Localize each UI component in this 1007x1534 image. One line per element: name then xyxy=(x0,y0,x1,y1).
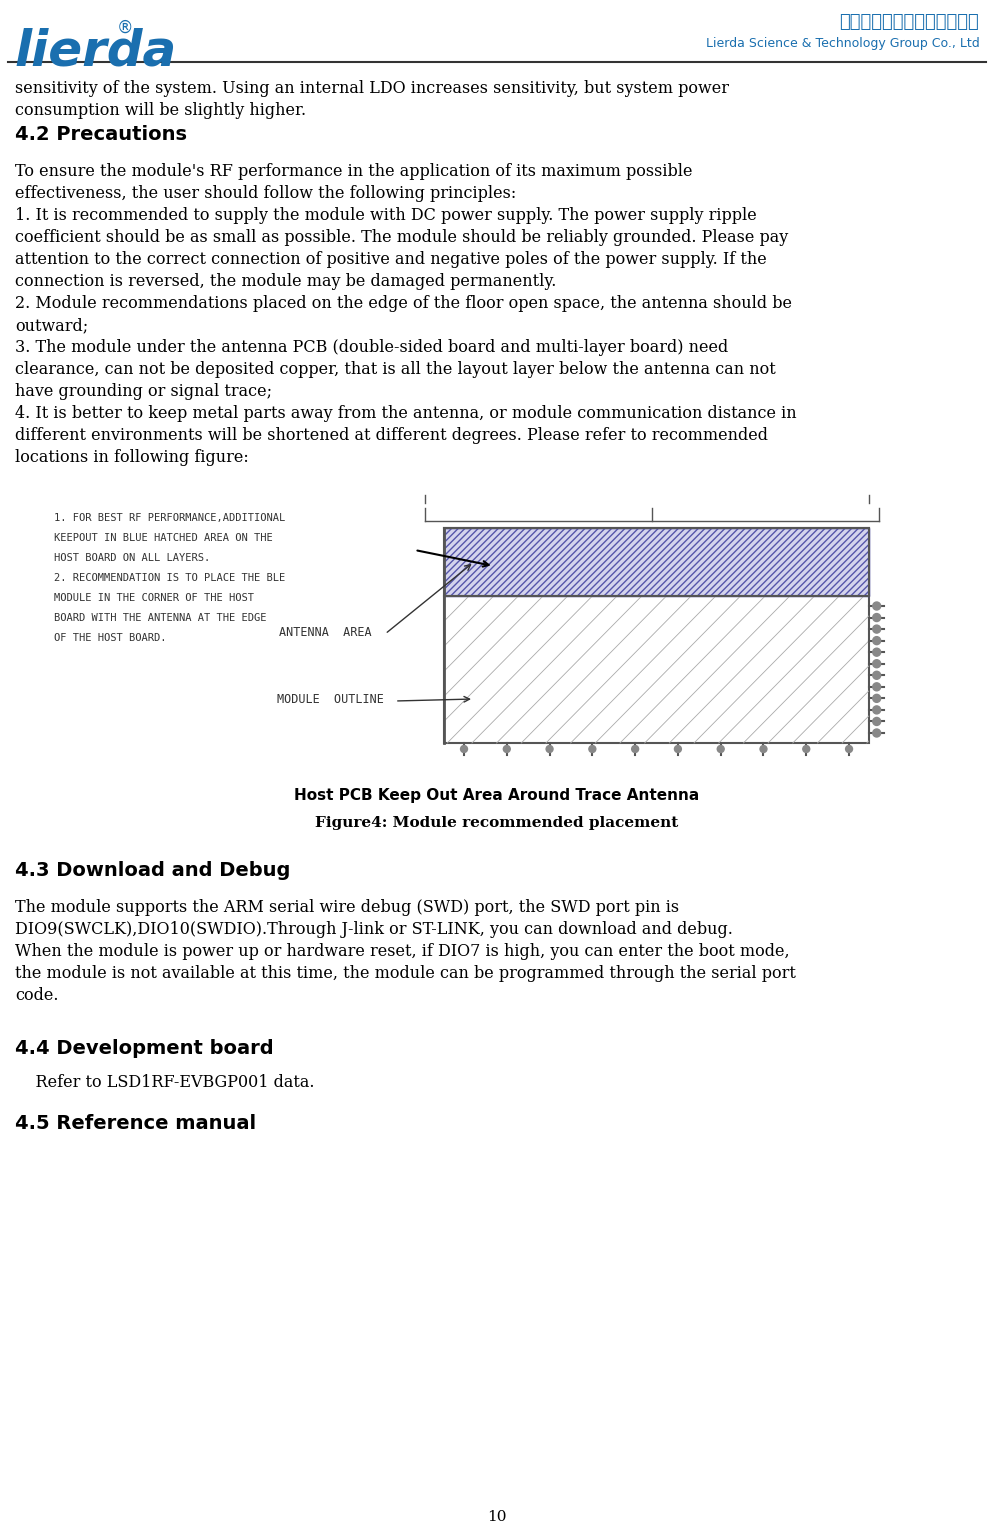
Text: ®: ® xyxy=(117,18,133,37)
Circle shape xyxy=(546,746,553,753)
Circle shape xyxy=(873,718,881,726)
Text: the module is not available at this time, the module can be programmed through t: the module is not available at this time… xyxy=(15,965,796,982)
Circle shape xyxy=(846,746,853,753)
Bar xyxy=(444,528,869,597)
Text: coefficient should be as small as possible. The module should be reliably ground: coefficient should be as small as possib… xyxy=(15,229,788,245)
Text: MODULE  OUTLINE: MODULE OUTLINE xyxy=(277,693,385,706)
Circle shape xyxy=(873,637,881,644)
Text: KEEPOUT IN BLUE HATCHED AREA ON THE: KEEPOUT IN BLUE HATCHED AREA ON THE xyxy=(54,532,273,543)
Text: locations in following figure:: locations in following figure: xyxy=(15,449,249,466)
Text: lierda: lierda xyxy=(15,28,177,77)
Text: code.: code. xyxy=(15,986,58,1003)
Bar xyxy=(444,528,869,597)
Circle shape xyxy=(873,695,881,703)
Text: Host PCB Keep Out Area Around Trace Antenna: Host PCB Keep Out Area Around Trace Ante… xyxy=(294,788,699,802)
Text: 利尔达科技集团股份有限公司: 利尔达科技集团股份有限公司 xyxy=(840,12,980,31)
Text: 4. It is better to keep metal parts away from the antenna, or module communicati: 4. It is better to keep metal parts away… xyxy=(15,405,797,422)
Circle shape xyxy=(873,601,881,611)
Circle shape xyxy=(873,624,881,634)
Text: connection is reversed, the module may be damaged permanently.: connection is reversed, the module may b… xyxy=(15,273,556,290)
Text: attention to the correct connection of positive and negative poles of the power : attention to the correct connection of p… xyxy=(15,252,766,268)
Text: DIO9(SWCLK),DIO10(SWDIO).Through J-link or ST-LINK, you can download and debug.: DIO9(SWCLK),DIO10(SWDIO).Through J-link … xyxy=(15,920,733,937)
Text: Refer to LSD1RF-EVBGP001 data.: Refer to LSD1RF-EVBGP001 data. xyxy=(15,1074,314,1091)
Circle shape xyxy=(873,614,881,621)
Bar xyxy=(444,528,869,597)
Circle shape xyxy=(589,746,596,753)
Text: To ensure the module's RF performance in the application of its maximum possible: To ensure the module's RF performance in… xyxy=(15,163,692,179)
Circle shape xyxy=(873,683,881,690)
Text: HOST BOARD ON ALL LAYERS.: HOST BOARD ON ALL LAYERS. xyxy=(54,552,210,563)
Text: 2. RECOMMENDATION IS TO PLACE THE BLE: 2. RECOMMENDATION IS TO PLACE THE BLE xyxy=(54,574,286,583)
Text: MODULE IN THE CORNER OF THE HOST: MODULE IN THE CORNER OF THE HOST xyxy=(54,594,255,603)
Circle shape xyxy=(717,746,724,753)
Bar xyxy=(29,483,965,782)
Circle shape xyxy=(873,729,881,736)
Text: 4.5 Reference manual: 4.5 Reference manual xyxy=(15,1114,256,1134)
Text: BOARD WITH THE ANTENNA AT THE EDGE: BOARD WITH THE ANTENNA AT THE EDGE xyxy=(54,614,267,623)
Bar xyxy=(444,597,869,742)
Text: Figure4: Module recommended placement: Figure4: Module recommended placement xyxy=(315,816,679,830)
Text: 2. Module recommendations placed on the edge of the floor open space, the antenn: 2. Module recommendations placed on the … xyxy=(15,295,792,311)
Text: 3. The module under the antenna PCB (double-sided board and multi-layer board) n: 3. The module under the antenna PCB (dou… xyxy=(15,339,728,356)
Circle shape xyxy=(873,660,881,667)
Text: different environments will be shortened at different degrees. Please refer to r: different environments will be shortened… xyxy=(15,426,767,443)
Text: outward;: outward; xyxy=(15,318,88,334)
Text: 4.3 Download and Debug: 4.3 Download and Debug xyxy=(15,861,290,881)
Circle shape xyxy=(873,649,881,657)
Text: 10: 10 xyxy=(486,1509,507,1523)
Circle shape xyxy=(460,746,467,753)
Text: have grounding or signal trace;: have grounding or signal trace; xyxy=(15,384,272,400)
Text: 1. FOR BEST RF PERFORMANCE,ADDITIONAL: 1. FOR BEST RF PERFORMANCE,ADDITIONAL xyxy=(54,512,286,523)
Text: ANTENNA  AREA: ANTENNA AREA xyxy=(280,626,373,640)
Text: clearance, can not be deposited copper, that is all the layout layer below the a: clearance, can not be deposited copper, … xyxy=(15,360,775,377)
Text: Lierda Science & Technology Group Co., Ltd: Lierda Science & Technology Group Co., L… xyxy=(706,37,980,51)
Circle shape xyxy=(760,746,767,753)
Text: consumption will be slightly higher.: consumption will be slightly higher. xyxy=(15,101,306,120)
Text: The module supports the ARM serial wire debug (SWD) port, the SWD port pin is: The module supports the ARM serial wire … xyxy=(15,899,679,916)
Text: 4.4 Development board: 4.4 Development board xyxy=(15,1039,274,1058)
Circle shape xyxy=(873,706,881,713)
Circle shape xyxy=(504,746,511,753)
Text: 4.2 Precautions: 4.2 Precautions xyxy=(15,124,187,144)
Text: sensitivity of the system. Using an internal LDO increases sensitivity, but syst: sensitivity of the system. Using an inte… xyxy=(15,80,729,97)
Circle shape xyxy=(803,746,810,753)
Circle shape xyxy=(675,746,682,753)
Text: When the module is power up or hardware reset, if DIO7 is high, you can enter th: When the module is power up or hardware … xyxy=(15,943,789,960)
Text: effectiveness, the user should follow the following principles:: effectiveness, the user should follow th… xyxy=(15,186,516,202)
Text: 1. It is recommended to supply the module with DC power supply. The power supply: 1. It is recommended to supply the modul… xyxy=(15,207,756,224)
Circle shape xyxy=(631,746,638,753)
Text: OF THE HOST BOARD.: OF THE HOST BOARD. xyxy=(54,634,167,643)
Circle shape xyxy=(873,672,881,680)
